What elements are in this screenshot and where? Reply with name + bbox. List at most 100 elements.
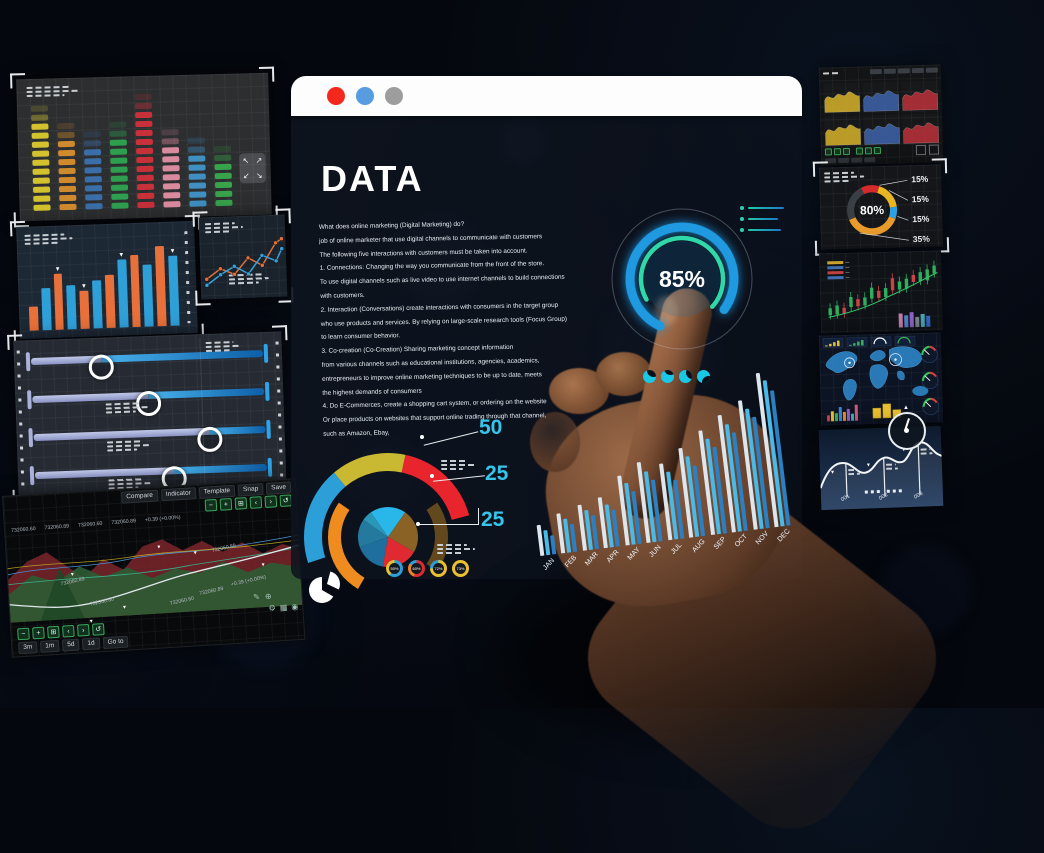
callout-dot [430, 474, 434, 478]
donut-center-value: 80% [860, 203, 885, 218]
marker-triangle: ▼ [70, 573, 75, 578]
percent-badge: 50% [386, 560, 403, 577]
close-button[interactable] [327, 87, 345, 105]
bar-item [91, 244, 103, 328]
callout-dot [420, 435, 424, 439]
marker-triangle: ▼ [261, 563, 266, 568]
zoom-button[interactable]: ‹ [62, 625, 75, 638]
month-bars [617, 474, 641, 545]
candlestick-panel [819, 250, 943, 333]
slider-right-cap [268, 458, 273, 477]
mini-chart-grid [823, 80, 940, 147]
browser-titlebar [291, 76, 802, 116]
world-map [819, 332, 943, 425]
slider-track[interactable] [34, 426, 266, 441]
zoom-button[interactable]: − [205, 499, 218, 512]
zoom-button[interactable]: + [32, 627, 45, 640]
month-label: JAN [542, 557, 556, 571]
range-button[interactable]: Go to [102, 636, 129, 649]
mini-icons[interactable] [916, 144, 939, 155]
donut-percent-label: 15% [912, 214, 929, 224]
zoom-button[interactable]: ⊞ [47, 626, 60, 639]
wave-value-placeholder [920, 448, 932, 456]
mini-buttons[interactable] [825, 147, 881, 155]
slider-track[interactable] [32, 388, 264, 403]
chart-tool-icons[interactable]: ✎⊕ [253, 593, 272, 602]
slider-right-cap [266, 420, 271, 439]
compass-gauge: ▲ [888, 412, 926, 450]
bar-item [104, 244, 116, 328]
toolbar-button[interactable]: Template [198, 485, 235, 499]
slider-label-placeholder [107, 440, 149, 453]
marker-triangle: ▼ [193, 551, 198, 556]
slider-left-cap [27, 390, 32, 409]
slider-left-cap [28, 428, 33, 447]
stat-line [740, 217, 784, 221]
bar-item: ▼ [168, 242, 180, 326]
month-bars [557, 511, 578, 553]
axis-ticks [17, 351, 25, 489]
toolbar-button[interactable]: Snap [238, 483, 264, 496]
equalizer-column [162, 129, 181, 207]
bar-item [129, 243, 141, 327]
month-label: JUN [649, 544, 663, 559]
dual-bar-chart-panel: ▼▼▼▼ [16, 221, 198, 339]
slider-handle[interactable] [197, 426, 223, 452]
month-bars [637, 461, 663, 543]
pie-chart-icon [305, 571, 343, 605]
toolbar-button[interactable]: Compare [121, 489, 158, 503]
toolbar-button[interactable]: Indicator [161, 487, 197, 501]
world-map-panel [819, 332, 943, 425]
legend-placeholder [437, 544, 475, 556]
slider[interactable] [28, 418, 271, 450]
zoom-button[interactable]: ⊞ [235, 497, 248, 510]
setting-icon[interactable]: ⚙ [268, 605, 276, 613]
zoom-button[interactable]: › [77, 624, 90, 637]
wave-value-placeholder [886, 463, 898, 471]
month-label: DEC [776, 528, 791, 544]
percent-badge: 72% [430, 560, 447, 577]
month-label: APR [606, 549, 621, 564]
browser-content: DATA What does online marketing (Digital… [291, 116, 802, 579]
mini-area-chart [901, 80, 939, 112]
range-button[interactable]: 3m [18, 641, 38, 654]
range-button[interactable]: 5d [62, 639, 80, 652]
slider-handle[interactable] [88, 354, 114, 380]
month-label: NOV [755, 530, 770, 546]
mini-tabs[interactable] [825, 157, 875, 163]
bar-item [155, 242, 167, 326]
callout-dot [416, 522, 420, 526]
zoom-button[interactable]: + [220, 498, 233, 511]
maximize-button[interactable] [385, 87, 403, 105]
expand-icon[interactable]: ↖↗↙↘ [239, 153, 266, 184]
donut-percent-label: 15% [911, 174, 928, 184]
range-button[interactable]: 1m [40, 640, 60, 653]
callout-line [478, 508, 479, 524]
zoom-button[interactable]: − [17, 628, 30, 641]
donut-percent-label: 15% [912, 194, 929, 204]
bar-item [142, 242, 154, 326]
slider-right-cap [264, 344, 269, 363]
minimize-button[interactable] [356, 87, 374, 105]
gauge-value: 85% [659, 266, 705, 292]
mini-area-chart [823, 83, 861, 115]
zoom-button[interactable]: ‹ [250, 496, 263, 509]
equalizer-column [57, 123, 76, 210]
slider-right-cap [265, 382, 270, 401]
marker-triangle: ▼ [122, 606, 127, 611]
month-bars [577, 503, 599, 551]
bar-item [27, 246, 39, 330]
equalizer-panel: ↖↗↙↘ [16, 73, 272, 222]
zoom-button[interactable]: ↺ [92, 623, 105, 636]
mini-toolbar[interactable] [870, 67, 938, 74]
month-label: AUG [691, 538, 706, 554]
zoom-button[interactable]: › [264, 495, 277, 508]
percent-badges: 50%60%72%73% [386, 560, 469, 577]
line-chart-panel [199, 215, 288, 300]
range-button[interactable]: 1d [82, 638, 100, 651]
slider-track[interactable] [35, 464, 267, 479]
svg-text:▼: ▼ [830, 470, 835, 476]
slider[interactable] [27, 380, 270, 412]
